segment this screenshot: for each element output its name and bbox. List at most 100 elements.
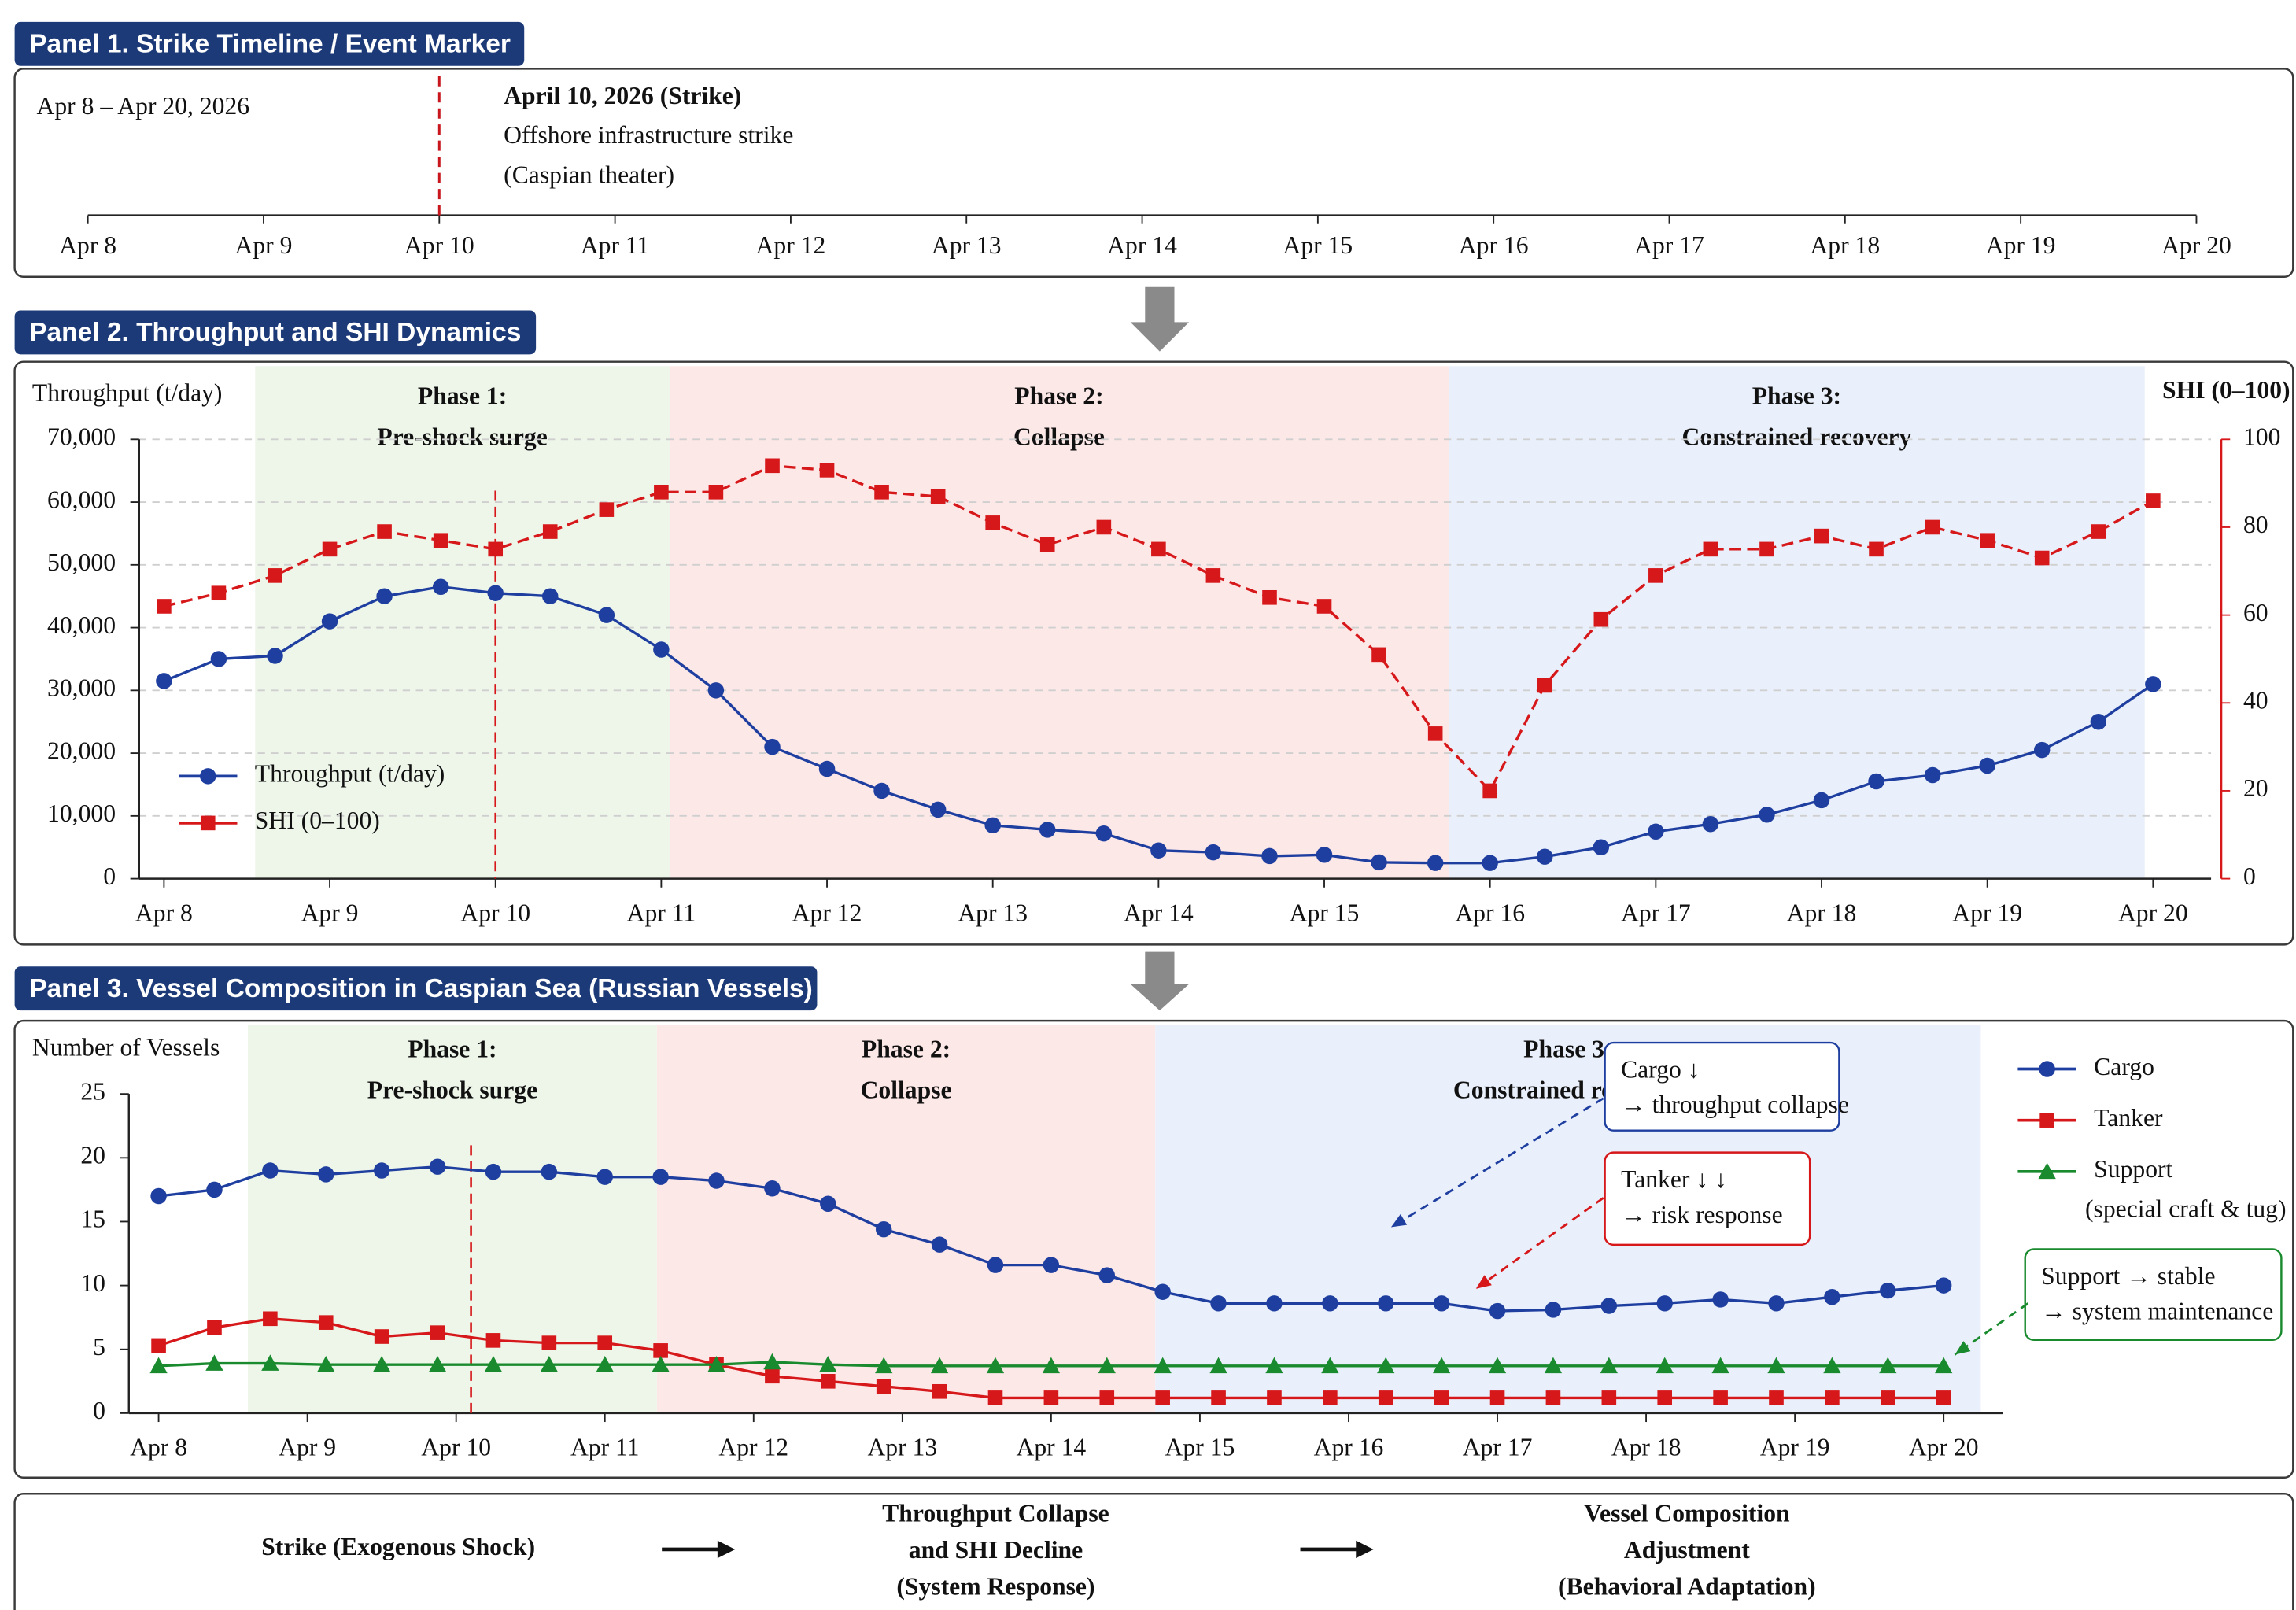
marker — [875, 1357, 893, 1374]
marker — [1924, 766, 1941, 784]
y-tick-label: 70,000 — [47, 423, 116, 451]
marker — [1703, 541, 1718, 557]
annotation-arrow — [1475, 1197, 1604, 1290]
marker — [1489, 1302, 1506, 1320]
flow-step: (Behavioral Adaptation) — [1558, 1572, 1816, 1600]
y-tick-label: 0 — [93, 1397, 105, 1424]
marker — [1823, 1357, 1841, 1374]
marker — [200, 815, 216, 831]
marker — [596, 1356, 614, 1372]
marker — [432, 578, 449, 595]
marker — [1095, 825, 1113, 842]
marker — [986, 1357, 1005, 1374]
marker — [819, 463, 835, 478]
marker — [1211, 1390, 1226, 1405]
marker — [1434, 1390, 1449, 1405]
marker — [930, 489, 946, 504]
panel-box — [13, 1019, 2294, 1479]
marker — [1980, 533, 1995, 548]
marker — [874, 484, 889, 500]
y-tick-label: 20 — [80, 1142, 105, 1169]
marker — [2034, 550, 2050, 566]
panel-tab — [14, 966, 818, 1011]
x-tick-label: Apr 20 — [1909, 1434, 1979, 1461]
flow-step: and SHI Decline — [909, 1536, 1083, 1564]
flow-step: Vessel Composition — [1584, 1499, 1790, 1527]
marker — [1825, 1390, 1840, 1405]
marker — [1043, 1257, 1060, 1273]
marker — [2038, 1162, 2056, 1180]
marker — [2090, 713, 2107, 730]
y-axis-label: Number of Vessels — [32, 1034, 220, 1062]
flow-step: (System Response) — [896, 1572, 1094, 1600]
marker — [820, 1374, 836, 1389]
marker — [873, 782, 890, 799]
marker — [1536, 848, 1553, 865]
marker — [1323, 1390, 1338, 1405]
marker — [542, 524, 558, 539]
y2-tick-label: 0 — [2243, 862, 2256, 890]
marker — [1205, 844, 1222, 861]
marker — [1768, 1295, 1785, 1312]
marker — [1880, 1282, 1896, 1299]
phase-label: Phase 2: — [862, 1035, 951, 1062]
panel-tab — [14, 310, 537, 355]
flow-step: Strike (Exogenous Shock) — [261, 1533, 535, 1560]
marker — [1593, 839, 1610, 855]
x-tick-label: Apr 10 — [404, 231, 474, 259]
marker — [1261, 847, 1278, 865]
phase-label: Phase 3: — [1523, 1035, 1612, 1062]
x-tick-label: Apr 11 — [627, 899, 696, 926]
x-tick-label: Apr 16 — [1455, 899, 1525, 926]
marker — [2146, 493, 2161, 508]
marker — [1648, 823, 1664, 840]
marker — [652, 1356, 670, 1372]
marker — [1096, 519, 1112, 535]
phase-band — [656, 1025, 1156, 1413]
x-tick-label: Apr 18 — [1810, 231, 1880, 259]
annotation-text: Tanker ↓ ↓ — [1621, 1165, 1727, 1193]
marker — [1925, 519, 1940, 535]
marker — [484, 1356, 503, 1372]
marker — [200, 768, 216, 785]
x-tick-label: Apr 14 — [1107, 231, 1177, 259]
marker — [1322, 1295, 1338, 1312]
marker — [708, 1172, 725, 1189]
marker — [708, 484, 724, 500]
marker — [1262, 589, 1277, 605]
marker — [1482, 783, 1497, 799]
legend-label: Throughput (t/day) — [255, 760, 445, 788]
panel-box — [13, 360, 2294, 946]
annotation-box — [1604, 1041, 1840, 1132]
panel-frames: Panel 1. Strike Timeline / Event Marker … — [13, 21, 2294, 1610]
marker — [1154, 1283, 1171, 1300]
marker — [1427, 855, 1444, 871]
marker — [541, 1335, 557, 1350]
phase-band — [248, 1025, 657, 1413]
x-tick-label: Apr 12 — [718, 1434, 788, 1461]
marker — [485, 1163, 502, 1180]
marker — [1371, 647, 1386, 663]
marker — [984, 817, 1001, 834]
marker — [1600, 1357, 1618, 1374]
marker — [317, 1356, 335, 1372]
marker — [876, 1379, 891, 1394]
panel-tab — [14, 21, 525, 66]
marker — [211, 585, 227, 601]
panel-title: Panel 2. Throughput and SHI Dynamics — [29, 318, 521, 347]
x-tick-label: Apr 15 — [1283, 231, 1353, 259]
marker — [430, 1325, 445, 1340]
marker — [1702, 815, 1719, 833]
x-tick-label: Apr 19 — [1760, 1434, 1830, 1461]
marker — [1316, 847, 1333, 863]
marker — [1377, 1357, 1395, 1374]
marker — [1039, 537, 1055, 552]
panel-box — [13, 68, 2294, 278]
marker — [875, 1220, 892, 1238]
marker — [268, 568, 282, 583]
marker — [151, 1338, 166, 1353]
x-tick-label: Apr 18 — [1611, 1434, 1681, 1461]
annotation-arrow — [1390, 1097, 1604, 1228]
annotation-arrowhead — [1955, 1341, 1971, 1355]
y-tick-label: 25 — [80, 1077, 105, 1105]
